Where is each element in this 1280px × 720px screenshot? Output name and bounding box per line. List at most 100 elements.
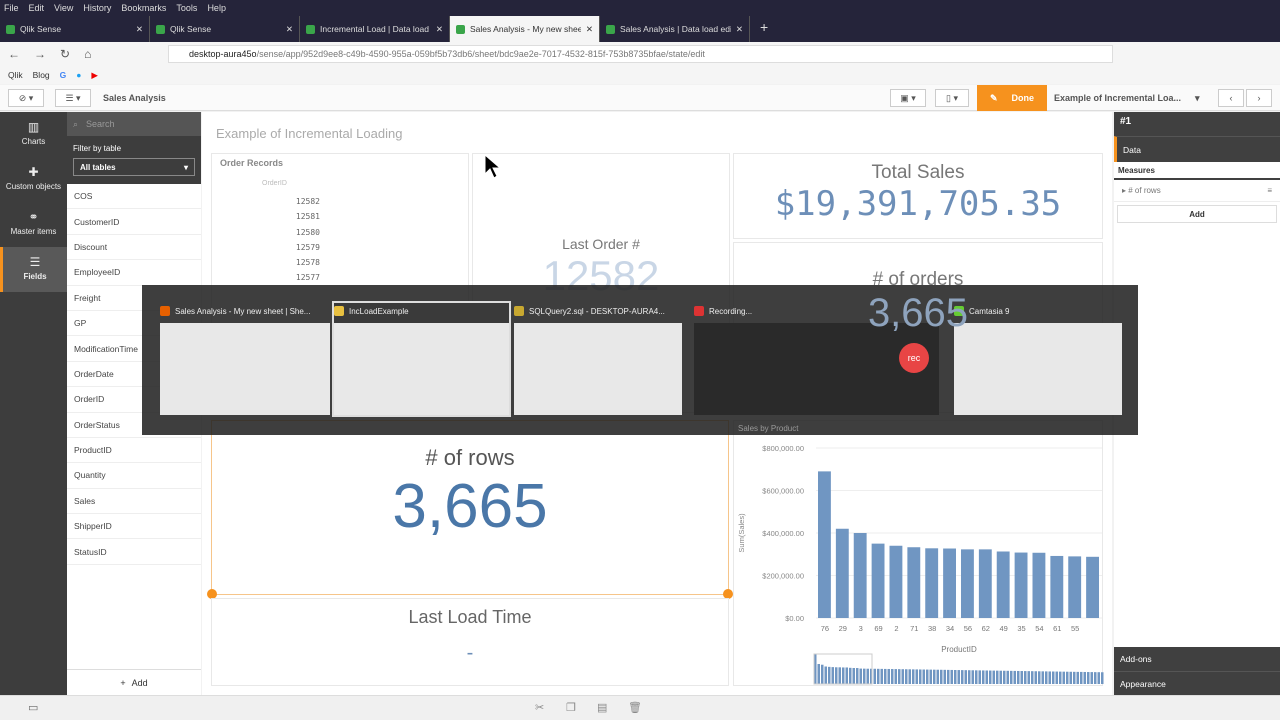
task-window[interactable]: SQLQuery2.sql - DESKTOP-AURA4... xyxy=(514,303,682,415)
bookmark-blog[interactable]: Blog xyxy=(32,70,50,80)
menu-edit[interactable]: Edit xyxy=(28,3,45,13)
table-cell[interactable]: 12578 xyxy=(295,258,320,268)
sales-by-product-chart[interactable]: $0.00 $200,000.00 $400,000.00 $600,000.00 $8… xyxy=(733,420,1104,686)
field-item[interactable]: CustomerID xyxy=(67,209,201,235)
browser-tab[interactable]: Sales Analysis | Data load edito ✕ xyxy=(600,16,750,42)
field-item[interactable]: Quantity xyxy=(67,463,201,489)
field-item[interactable]: Sales xyxy=(67,489,201,515)
table-filter-select[interactable]: All tables ▾ xyxy=(73,158,195,176)
table-cell[interactable]: 12580 xyxy=(295,227,320,237)
field-item[interactable]: StatusID xyxy=(67,539,201,565)
panel-toggle-icon[interactable]: ▭ xyxy=(28,702,39,714)
appearance-section[interactable]: Appearance xyxy=(1114,671,1280,695)
bar-chart: $0.00 $200,000.00 $400,000.00 $600,000.00 $8… xyxy=(737,444,1104,685)
add-field-button[interactable]: + Add xyxy=(67,669,201,695)
browser-tab[interactable]: Qlik Sense ✕ xyxy=(150,16,300,42)
home-icon[interactable]: ⌂ xyxy=(84,47,92,61)
x-tick-label: 55 xyxy=(1071,624,1079,633)
sheet-selector[interactable]: Example of Incremental Loa... ▾ xyxy=(1054,92,1200,104)
close-icon[interactable]: ✕ xyxy=(735,23,743,34)
table-cell[interactable]: 12582 xyxy=(295,197,320,206)
minimap-bar xyxy=(877,668,880,684)
browser-tab[interactable]: Qlik Sense ✕ xyxy=(0,16,150,42)
qlik-icon xyxy=(456,24,465,34)
paste-icon[interactable]: ▤ xyxy=(597,702,608,714)
table-cell[interactable]: 12577 xyxy=(295,273,320,283)
task-window[interactable]: Sales Analysis - My new sheet | She... xyxy=(160,303,330,415)
present-button[interactable]: ▣ ▾ xyxy=(890,89,926,107)
close-icon[interactable]: ✕ xyxy=(585,23,593,34)
menu-history[interactable]: History xyxy=(83,3,112,13)
measures-header[interactable]: Measures xyxy=(1114,162,1280,180)
global-menu-button[interactable]: ☰ ▾ xyxy=(55,89,91,107)
table-cell[interactable]: 12581 xyxy=(295,212,320,222)
field-item[interactable]: ShipperID xyxy=(67,514,201,540)
addons-section[interactable]: Add-ons xyxy=(1114,647,1280,671)
field-item[interactable]: Discount xyxy=(67,235,201,261)
add-measure-button[interactable]: Add xyxy=(1117,205,1277,223)
nav-master-items[interactable]: ⚭ Master items xyxy=(0,202,67,247)
task-window[interactable]: IncLoadExample xyxy=(332,301,511,417)
bookmark-qlik[interactable]: Qlik xyxy=(8,70,23,80)
nav-custom-objects[interactable]: ✚ Custom objects xyxy=(0,157,67,202)
resize-handle[interactable] xyxy=(207,589,217,599)
google-icon[interactable]: G xyxy=(59,70,67,80)
url-bar[interactable]: desktop-aura45o/sense/app/952d9ee8-c49b-… xyxy=(168,45,1113,63)
done-button[interactable]: ✎ Done xyxy=(977,85,1047,111)
drag-handle-icon[interactable]: ≡ xyxy=(1267,186,1272,195)
previous-sheet-button[interactable]: ‹ xyxy=(1218,89,1244,107)
menu-view[interactable]: View xyxy=(54,3,74,13)
youtube-icon[interactable]: ▶ xyxy=(91,69,98,80)
rows-kpi-selected[interactable]: # of rows 3,665 xyxy=(207,420,733,599)
bookmark-button[interactable]: ▯ ▾ xyxy=(935,89,969,107)
bar xyxy=(871,543,885,618)
nav-fields[interactable]: ☰ Fields xyxy=(0,247,67,292)
resize-handle[interactable] xyxy=(723,589,733,599)
close-icon[interactable]: ✕ xyxy=(135,23,143,34)
field-search-input[interactable]: ⌕ Search xyxy=(67,112,201,136)
browser-tab-active[interactable]: Sales Analysis - My new sheet | ✕ xyxy=(450,16,600,42)
minimap-bar xyxy=(821,664,824,684)
close-icon[interactable]: ✕ xyxy=(435,23,443,34)
next-sheet-button[interactable]: › xyxy=(1246,89,1272,107)
forward-icon[interactable]: → xyxy=(34,47,46,61)
navigation-button[interactable]: ⊘ ▾ xyxy=(8,89,44,107)
close-icon[interactable]: ✕ xyxy=(285,23,293,34)
copy-icon[interactable]: ❐ xyxy=(566,702,576,714)
menu-tools[interactable]: Tools xyxy=(176,3,198,13)
nav-charts[interactable]: ▥ Charts xyxy=(0,112,67,157)
twitter-icon[interactable]: ● xyxy=(76,70,82,80)
minimap-bar xyxy=(905,669,908,684)
search-icon: ⌕ xyxy=(73,118,79,129)
field-item[interactable]: GP xyxy=(67,311,201,337)
window-thumbnail xyxy=(514,323,682,415)
menu-file[interactable]: File xyxy=(4,3,19,13)
new-tab-button[interactable]: + xyxy=(760,19,769,35)
total-sales-kpi[interactable]: Total Sales $19,391,705.35 xyxy=(733,153,1103,239)
last-load-kpi[interactable]: Last Load Time - xyxy=(211,598,729,686)
minimap-bar xyxy=(884,668,887,684)
browser-tab[interactable]: Incremental Load | Data load e ✕ xyxy=(300,16,450,42)
field-item[interactable]: Freight xyxy=(67,286,201,311)
minimap-bar xyxy=(870,668,873,684)
field-item[interactable]: OrderStatus xyxy=(67,413,201,438)
field-item[interactable]: EmployeeID xyxy=(67,260,201,286)
minimap-bar xyxy=(978,670,981,684)
column-header-orderid[interactable]: OrderID xyxy=(262,180,287,187)
back-icon[interactable]: ← xyxy=(8,47,20,61)
measure-item[interactable]: ▸ # of rows ≡ xyxy=(1114,180,1280,202)
tab-data[interactable]: Data xyxy=(1114,136,1280,162)
task-window[interactable]: Camtasia 9 xyxy=(954,303,1122,415)
field-item[interactable]: OrderDate xyxy=(67,362,201,388)
task-window[interactable]: Recording... rec xyxy=(694,303,939,415)
menu-bookmarks[interactable]: Bookmarks xyxy=(121,3,167,13)
field-item[interactable]: OrderID xyxy=(67,387,201,413)
delete-icon[interactable]: 🗑 xyxy=(628,702,642,714)
field-item[interactable]: COS xyxy=(67,184,201,210)
table-cell[interactable]: 12579 xyxy=(295,242,320,252)
cut-icon[interactable]: ✂ xyxy=(535,702,545,714)
reload-icon[interactable]: ↻ xyxy=(60,47,71,61)
field-item[interactable]: ProductID xyxy=(67,438,201,464)
field-item[interactable]: ModificationTime xyxy=(67,336,201,362)
menu-help[interactable]: Help xyxy=(207,3,226,13)
